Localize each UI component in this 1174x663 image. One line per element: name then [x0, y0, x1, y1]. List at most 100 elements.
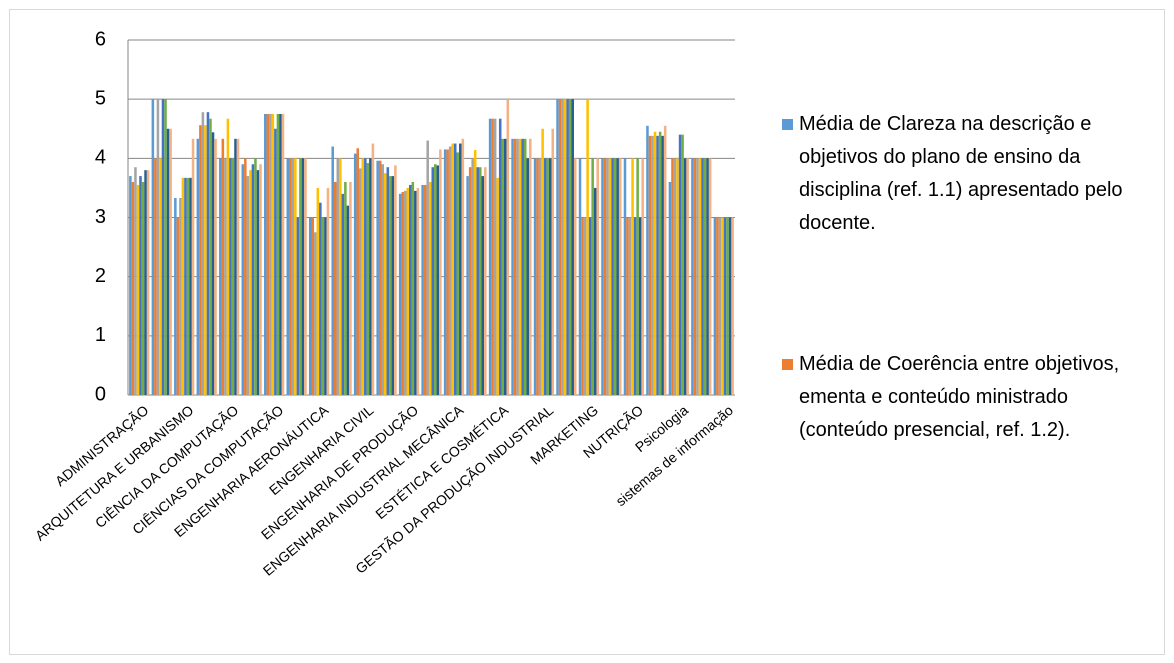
- bar: [708, 158, 712, 395]
- bar: [409, 184, 412, 395]
- bar: [389, 176, 392, 395]
- bar: [611, 158, 614, 395]
- bar: [683, 158, 687, 395]
- bar: [593, 187, 597, 395]
- bar: [488, 118, 492, 396]
- bar: [439, 149, 442, 395]
- bar: [478, 167, 482, 395]
- bar: [526, 158, 530, 395]
- bar: [426, 140, 429, 395]
- bar: [558, 99, 562, 396]
- bar: [493, 118, 497, 396]
- bar: [668, 182, 672, 395]
- y-tick-label: 2: [95, 265, 106, 287]
- bar: [663, 125, 667, 396]
- bar: [721, 217, 724, 395]
- bar: [473, 150, 477, 395]
- bar: [269, 113, 272, 395]
- bar: [716, 217, 719, 395]
- bar: [236, 138, 240, 395]
- bar: [421, 184, 424, 395]
- bar: [641, 158, 644, 395]
- bar: [656, 135, 659, 395]
- bar: [246, 176, 250, 395]
- bar: [146, 170, 150, 395]
- bar: [231, 158, 235, 395]
- bar: [366, 163, 370, 395]
- bar: [176, 217, 180, 395]
- bar: [428, 182, 432, 395]
- bar: [266, 113, 270, 395]
- bar: [304, 158, 307, 395]
- bar: [623, 158, 627, 395]
- bar: [658, 131, 662, 396]
- bar: [481, 176, 485, 395]
- bar: [456, 152, 460, 395]
- bar: [511, 138, 514, 395]
- bar: [398, 193, 402, 395]
- bar: [179, 197, 182, 395]
- legend-item: Média de Coerência entre objetivos, emen…: [782, 348, 1162, 447]
- bar: [353, 153, 357, 395]
- bar: [603, 158, 607, 395]
- bar: [698, 158, 702, 395]
- bar: [583, 217, 587, 395]
- bar: [678, 134, 682, 395]
- bar: [693, 158, 697, 395]
- bar: [229, 158, 232, 395]
- bar: [294, 158, 297, 395]
- bar: [376, 160, 379, 395]
- bar: [566, 99, 569, 396]
- bar: [274, 128, 277, 395]
- bar: [523, 138, 527, 395]
- bar: [341, 193, 345, 395]
- bar: [314, 232, 317, 395]
- bar: [608, 158, 612, 395]
- bar: [161, 99, 165, 396]
- bar: [521, 138, 524, 395]
- bar: [581, 217, 584, 395]
- y-tick-label: 1: [95, 324, 106, 346]
- bar: [244, 158, 247, 395]
- bar: [691, 158, 694, 395]
- bar: [723, 217, 727, 395]
- bar: [484, 167, 487, 395]
- bar: [391, 176, 395, 395]
- bar: [648, 135, 652, 395]
- bar: [139, 176, 142, 395]
- bar: [568, 99, 572, 396]
- bar: [613, 158, 617, 395]
- bar: [336, 158, 340, 395]
- bar: [506, 99, 510, 396]
- bar: [626, 217, 629, 395]
- bar: [191, 138, 195, 395]
- bar: [326, 187, 330, 395]
- bar: [471, 158, 474, 395]
- bar: [706, 158, 709, 395]
- bar: [671, 158, 674, 395]
- bar: [443, 149, 447, 395]
- bar: [369, 158, 372, 395]
- bar: [164, 99, 167, 396]
- bar: [264, 113, 267, 395]
- bar: [151, 99, 155, 396]
- bar: [543, 158, 547, 395]
- bar: [529, 138, 532, 395]
- bar: [638, 217, 642, 395]
- bar: [331, 146, 334, 395]
- bar: [466, 176, 469, 395]
- bar: [551, 128, 555, 395]
- bar: [319, 202, 322, 395]
- bar: [504, 138, 507, 395]
- bar: [536, 158, 539, 395]
- bar: [414, 190, 417, 395]
- bar: [144, 170, 147, 395]
- bar: [491, 118, 494, 396]
- bar: [636, 158, 639, 395]
- bar: [713, 217, 717, 395]
- bar: [448, 146, 452, 395]
- bar: [276, 113, 280, 395]
- bar: [718, 217, 722, 395]
- bar: [201, 112, 205, 395]
- y-tick-label: 4: [95, 147, 106, 169]
